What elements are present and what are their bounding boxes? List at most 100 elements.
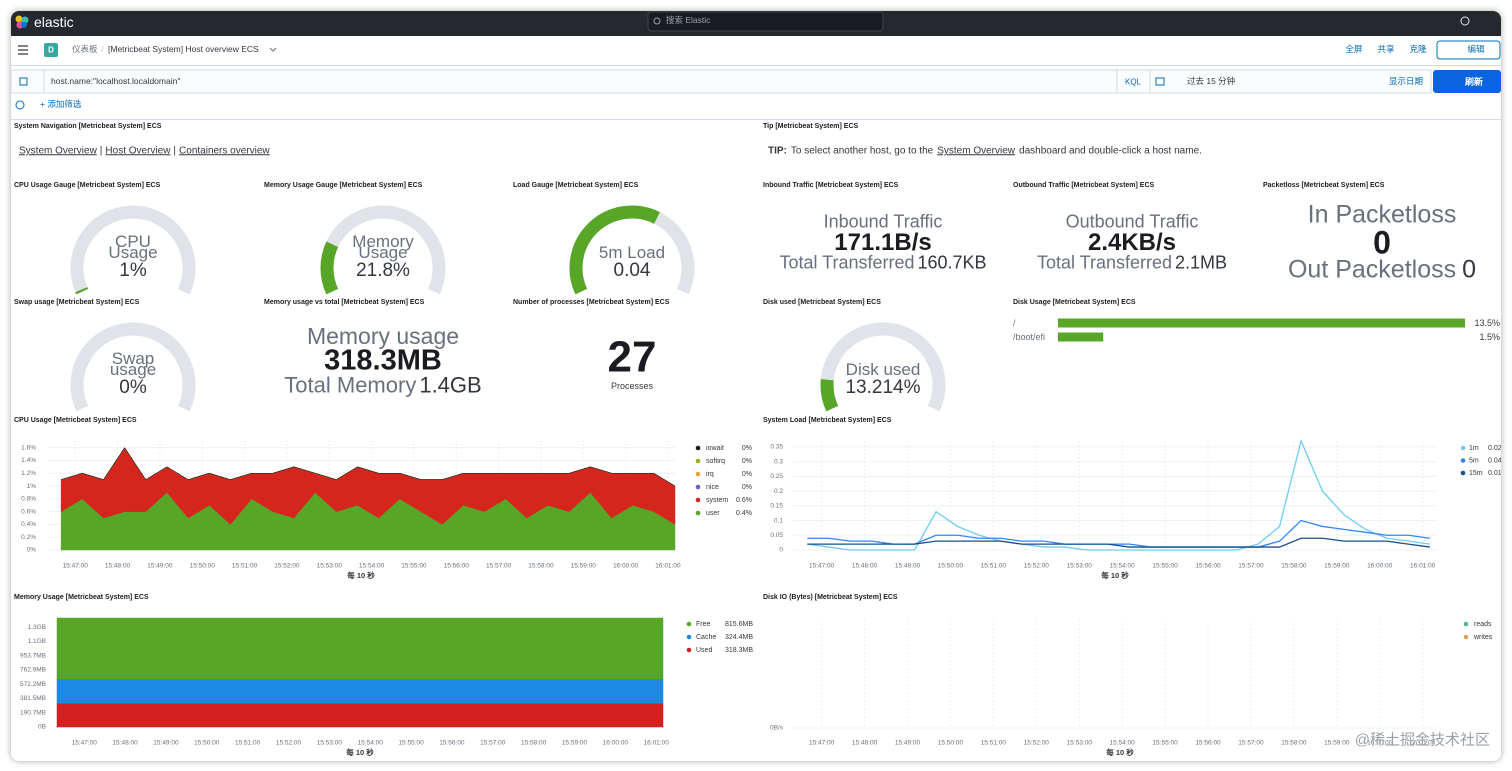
panel-title: Memory usage vs total [Metricbeat System… — [264, 298, 425, 306]
help-icon — [1460, 16, 1470, 26]
gauge-fill — [75, 287, 89, 295]
refresh-label[interactable]: 刷新 — [1464, 76, 1484, 87]
y-tick-label: 190.7MB — [20, 709, 46, 716]
legend-value: 0.01 — [1488, 470, 1501, 477]
gauge-label: Memory Usage — [352, 232, 414, 262]
brand: elastic — [34, 13, 74, 30]
x-tick-label: 15:50:00 — [194, 740, 220, 747]
header-action[interactable]: 全屏 — [1345, 44, 1363, 55]
metric-total: Total Transferred 160.7KB — [779, 253, 986, 274]
bar — [1058, 332, 1104, 342]
x-tick-label: 15:59:00 — [1324, 740, 1350, 747]
link[interactable]: Containers overview — [179, 145, 270, 157]
x-tick-label: 15:52:00 — [1024, 740, 1050, 747]
y-tick-label: 0.4% — [21, 521, 36, 528]
legend-label: softirq — [706, 458, 725, 465]
legend-label: writes — [1473, 634, 1493, 641]
legend-value: 0% — [742, 484, 752, 491]
time-range[interactable]: 过去 15 分钟 — [1187, 76, 1236, 87]
window: 0% 0.2% 0.4% 0.6% 0.8% 1% 1.2% 1.4% 1.6% 15:47:00… — [11, 11, 1501, 761]
legend-dot — [686, 634, 692, 640]
link[interactable]: System Overview — [19, 145, 97, 157]
legend-value: 0.02 — [1488, 445, 1501, 452]
tip-link[interactable]: System Overview — [937, 145, 1016, 157]
x-tick-label: 15:59:00 — [562, 740, 588, 747]
x-tick-label: 15:53:00 — [317, 563, 343, 570]
link[interactable]: Host Overview — [105, 145, 171, 157]
legend-dot — [1463, 621, 1469, 627]
x-tick-label: 15:51:00 — [981, 740, 1007, 747]
x-tick-label: 15:59:00 — [571, 563, 597, 570]
x-tick-label: 16:01:00 — [655, 563, 681, 570]
panel-title: CPU Usage [Metricbeat System] ECS — [14, 416, 137, 424]
bar-value: 1.5% — [1479, 331, 1500, 342]
y-tick-label: 0.35 — [770, 444, 783, 451]
gauge-value: 0% — [119, 377, 147, 399]
legend-dot — [695, 445, 701, 451]
panel-title: Number of processes [Metricbeat System] … — [513, 298, 670, 306]
navigation-links: System Overview | Host Overview | Containers… — [19, 145, 270, 157]
gauge-fill — [320, 241, 339, 295]
metric-total-label: Out Packetloss — [1287, 255, 1457, 284]
gauge-track — [70, 322, 196, 412]
legend-value: 0% — [742, 458, 752, 465]
x-tick-label: 15:48:00 — [112, 740, 138, 747]
legend-label: 15m — [1469, 470, 1483, 477]
metric-total-label: Total Transferred — [779, 252, 915, 273]
x-tick-label: 15:51:00 — [981, 563, 1007, 570]
y-tick-label: 1% — [27, 483, 37, 490]
x-tick-label: 15:57:00 — [486, 563, 512, 570]
gauge-fill — [820, 379, 839, 412]
breadcrumb[interactable]: 仪表板 — [72, 44, 98, 55]
search-placeholder[interactable]: 搜索 Elastic — [666, 15, 711, 26]
y-tick-label: 572.2MB — [20, 681, 46, 688]
panel-title: Inbound Traffic [Metricbeat System] ECS — [763, 181, 899, 189]
legend-label: Cache — [696, 634, 716, 641]
x-tick-label: 15:54:00 — [1109, 740, 1135, 747]
link-separator: | — [173, 145, 177, 157]
metric-total: Total Transferred 2.1MB — [1037, 253, 1227, 274]
metric-total-value: 2.1MB — [1175, 252, 1228, 273]
header-action[interactable]: 克隆 — [1409, 44, 1427, 55]
x-tick-label: 15:54:00 — [358, 740, 384, 747]
tip-text: TIP: To select another host, go to the Sys… — [768, 145, 1202, 157]
y-tick-label: 0B/s — [770, 725, 784, 732]
x-tick-label: 16:01:00 — [644, 740, 670, 747]
legend-dot — [1463, 634, 1469, 640]
tip-text: To select another host, go to the — [790, 145, 934, 157]
edit-label[interactable]: 编辑 — [1467, 44, 1485, 55]
search-icon — [653, 17, 661, 25]
search-box — [647, 11, 884, 32]
panel-title: Swap usage [Metricbeat System] ECS — [14, 298, 140, 306]
space-badge — [44, 43, 58, 57]
add-filter[interactable]: + 添加筛选 — [40, 99, 82, 110]
x-tick-label: 15:55:00 — [401, 563, 427, 570]
panel-title: System Navigation [Metricbeat System] EC… — [14, 122, 162, 130]
metric-total-label: Total Transferred — [1036, 252, 1173, 273]
query-text[interactable]: host.name:"localhost.localdomain" — [51, 76, 181, 87]
legend-dot — [686, 647, 692, 653]
metric-total-value: 0 — [1462, 255, 1477, 284]
x-tick-label: 15:57:00 — [1238, 740, 1264, 747]
show-dates[interactable]: 显示日期 — [1388, 76, 1424, 87]
legend-dot — [695, 510, 701, 516]
legend-value: 0% — [742, 471, 752, 478]
panel-title: Disk used [Metricbeat System] ECS — [763, 298, 881, 306]
breadcrumb[interactable]: [Metricbeat System] Host overview ECS — [108, 44, 259, 55]
legend-dot — [695, 458, 701, 464]
metric-label: Processes — [610, 380, 654, 391]
space-badge-label: D — [48, 45, 54, 55]
x-tick-label: 15:55:00 — [398, 740, 424, 747]
x-tick-label: 15:58:00 — [521, 740, 547, 747]
link-separator: | — [99, 145, 103, 157]
x-tick-label: 15:51:00 — [232, 563, 258, 570]
legend-value: 324.4MB — [725, 634, 753, 641]
metric-label: Outbound Traffic — [1065, 211, 1199, 232]
header-action[interactable]: 共享 — [1377, 44, 1395, 55]
watermark: @稀土掘金技术社区 — [1354, 731, 1490, 749]
query-language[interactable]: KQL — [1124, 77, 1142, 87]
x-axis-title: 每 10 秒 — [1101, 570, 1129, 580]
logo — [21, 22, 27, 28]
x-tick-label: 15:47:00 — [809, 740, 835, 747]
y-tick-label: 0 — [779, 547, 783, 554]
